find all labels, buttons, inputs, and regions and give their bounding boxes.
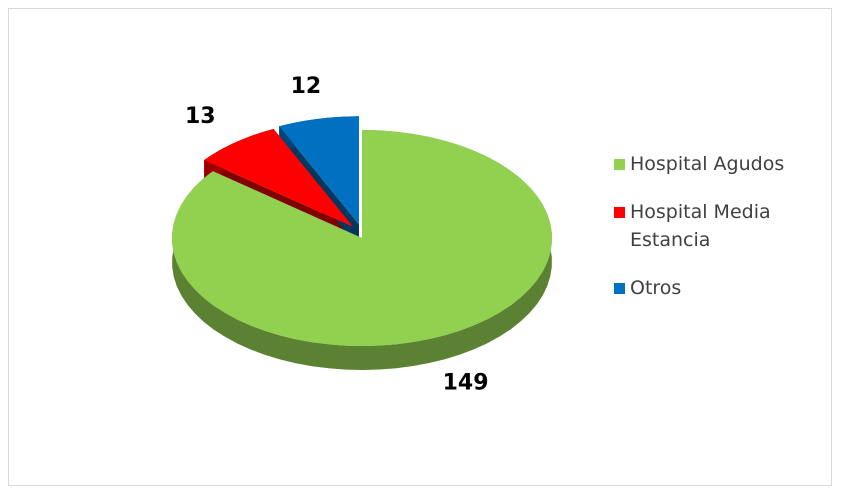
slice: [279, 116, 359, 225]
slice: [171, 130, 552, 346]
legend-swatch: [614, 159, 625, 170]
legend-swatch: [614, 283, 625, 294]
chart-frame: [8, 8, 832, 486]
legend-label: Hospital Agudos: [630, 153, 785, 175]
legend-item: Hospital Media Estancia: [610, 198, 820, 254]
legend-swatch: [614, 207, 625, 218]
legend-item: Otros: [610, 274, 820, 302]
legend-label: Otros: [630, 277, 682, 299]
data-label: 13: [185, 104, 216, 129]
data-label: 12: [291, 74, 322, 99]
legend-item: Hospital Agudos: [610, 150, 820, 178]
legend: Hospital Agudos Hospital Media Estancia Ot…: [610, 150, 820, 322]
legend-label: Hospital Media Estancia: [630, 201, 771, 251]
slice: [204, 128, 354, 228]
data-label: 149: [443, 370, 489, 395]
